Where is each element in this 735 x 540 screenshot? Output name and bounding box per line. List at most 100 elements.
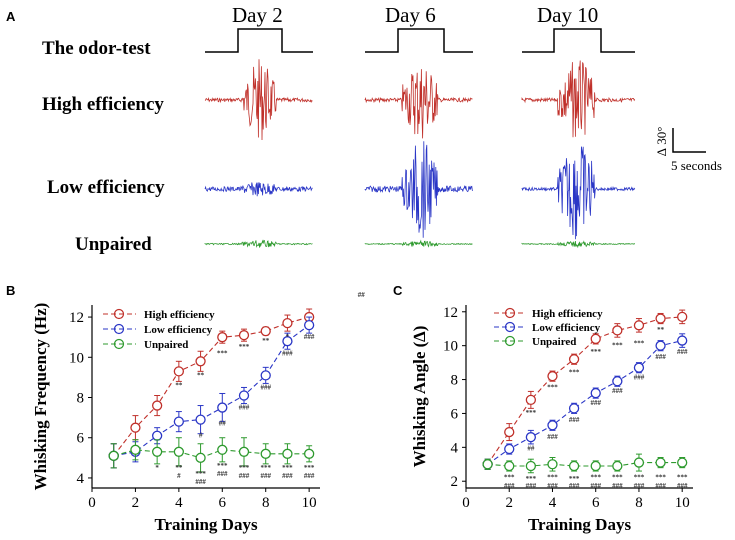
chart-c-point-low (633, 362, 645, 373)
chart-b-significance-mark: *** (260, 464, 271, 472)
chart-b-significance-mark: ** (175, 381, 183, 389)
chart-c-significance-mark: *** (612, 474, 623, 482)
chart-b-point-high (282, 317, 293, 329)
chart-b-significance-mark: ### (239, 404, 250, 412)
chart-c-significance-mark: *** (677, 474, 688, 482)
chart-b-significance-mark: ### (217, 470, 228, 478)
unpaired-trace-day-2 (204, 239, 313, 248)
legend-b-unpaired-label: Unpaired (144, 339, 188, 351)
chart-b-point-unpaired (195, 452, 206, 463)
chart-b-point-unpaired (238, 446, 250, 457)
chart-b-significance-mark: ** (262, 337, 270, 345)
chart-c-significance-mark: ### (590, 399, 601, 407)
chart-b-y-tick-label: 6 (77, 431, 85, 447)
chart-c-y-tick-label: 10 (443, 339, 458, 355)
chart-b-significance-mark: ** (175, 464, 183, 472)
day-label-10: Day 10 (537, 3, 598, 27)
chart-b-significance-mark: ### (195, 478, 206, 486)
chart-c-x-tick-label: 4 (549, 495, 557, 511)
legend-b-low: Low efficiency (103, 323, 213, 336)
chart-c-significance-mark: ### (547, 482, 558, 490)
chart-b-x-tick-label: 8 (262, 495, 270, 511)
chart-b-point-low (260, 370, 271, 381)
chart-c-x-tick-label: 2 (505, 495, 513, 511)
chart-c-significance-mark: ### (677, 348, 688, 356)
chart-c-significance-mark: ### (655, 482, 666, 490)
chart-b-y-tick-label: 4 (77, 471, 85, 487)
day-label-6: Day 6 (385, 3, 436, 27)
chart-b-line-high (113, 316, 310, 457)
chart-b-point-high (260, 325, 271, 337)
chart-c-significance-mark: *** (590, 474, 601, 482)
chart-c-point-low (612, 376, 623, 387)
chart-b-significance-mark: ### (260, 472, 271, 480)
chart-c-point-high (525, 394, 537, 406)
legend-b-high-label: High efficiency (144, 309, 215, 321)
odor-step-trace-3 (522, 28, 635, 53)
chart-c-point-unpaired (590, 460, 601, 472)
chart-b-significance-mark: ### (304, 333, 315, 341)
chart-c-significance-mark: *** (634, 474, 645, 482)
chart-c-point-unpaired (482, 459, 493, 470)
legend-b-unpaired-marker (113, 338, 125, 350)
chart-c-significance-mark: ### (634, 482, 645, 490)
chart-b-plot: 0 2 4 6 8 104681012*************#############… (69, 291, 365, 511)
chart-c-point-unpaired (655, 457, 666, 468)
legend-b-unpaired: Unpaired (103, 338, 188, 351)
legend-c-high: High efficiency (494, 307, 603, 320)
high-trace-day-2 (204, 59, 313, 141)
legend-c-low: Low efficiency (494, 321, 601, 334)
legend-b-high-marker (113, 308, 125, 320)
chart-b-line-low (113, 324, 310, 457)
chart-c-y-tick-label: 8 (451, 373, 459, 389)
chart-b-x-axis-title: Training Days (154, 515, 258, 534)
chart-b-significance-mark: *** (304, 464, 315, 472)
legend-c-low-label: Low efficiency (532, 322, 601, 334)
panel-b: B 0 2 4 6 8 104681012*************###########… (6, 283, 365, 534)
chart-c-significance-mark: ### (677, 482, 688, 490)
chart-b-point-unpaired (173, 446, 185, 457)
chart-c-point-unpaired (568, 460, 580, 472)
chart-c-significance-mark: ## (527, 445, 535, 453)
chart-b-point-unpaired (260, 448, 271, 459)
chart-b-point-low (173, 416, 185, 427)
scale-time-label: 5 seconds (671, 158, 722, 173)
chart-b-y-tick-label: 12 (69, 310, 84, 326)
legend-c-unpaired-label: Unpaired (532, 336, 576, 348)
legend-b-low-label: Low efficiency (144, 324, 213, 336)
scale-bar-lines (672, 128, 706, 153)
chart-b-significance-mark: ### (260, 383, 271, 391)
chart-c-significance-mark: ### (569, 482, 580, 490)
chart-c-point-high (504, 426, 515, 438)
chart-b-point-high (217, 332, 228, 343)
chart-c-point-low (547, 420, 558, 431)
chart-c-point-high (655, 313, 666, 324)
legend-b-low-marker (113, 323, 125, 335)
chart-c-significance-mark: ### (612, 482, 623, 490)
chart-c-point-low (590, 387, 601, 399)
chart-b-y-axis-title: Whisking Frequency (Hz) (31, 303, 50, 491)
low-trace-day-6 (364, 141, 473, 238)
chart-c-significance-mark: *** (526, 475, 537, 483)
chart-c-x-tick-label: 8 (635, 495, 643, 511)
row-label-odor-test: The odor-test (42, 38, 151, 59)
chart-b-series-unpaired (108, 437, 315, 473)
chart-b-y-tick-label: 10 (69, 350, 84, 366)
chart-b-x-tick-label: 4 (175, 495, 183, 511)
chart-c-point-low (504, 443, 515, 455)
row-label-unpaired: Unpaired (75, 234, 152, 255)
chart-b-point-high (130, 422, 141, 433)
row-label-low-efficiency: Low efficiency (47, 177, 165, 198)
chart-b-significance-mark: * (286, 333, 290, 341)
chart-b-significance-mark: *** (282, 464, 293, 472)
chart-c-x-tick-label: 6 (592, 495, 600, 511)
chart-c-significance-mark: *** (547, 474, 558, 482)
chart-c-y-tick-label: 12 (443, 305, 458, 321)
chart-c-point-high (590, 333, 601, 345)
scale-angle-label: ∆ 30° (654, 127, 669, 156)
chart-c-line-unpaired (487, 462, 683, 467)
chart-c-point-low (655, 340, 666, 351)
chart-c-line-high (487, 316, 683, 465)
legend-c-low-marker (504, 321, 516, 333)
chart-b-y-tick-label: 8 (77, 391, 85, 407)
